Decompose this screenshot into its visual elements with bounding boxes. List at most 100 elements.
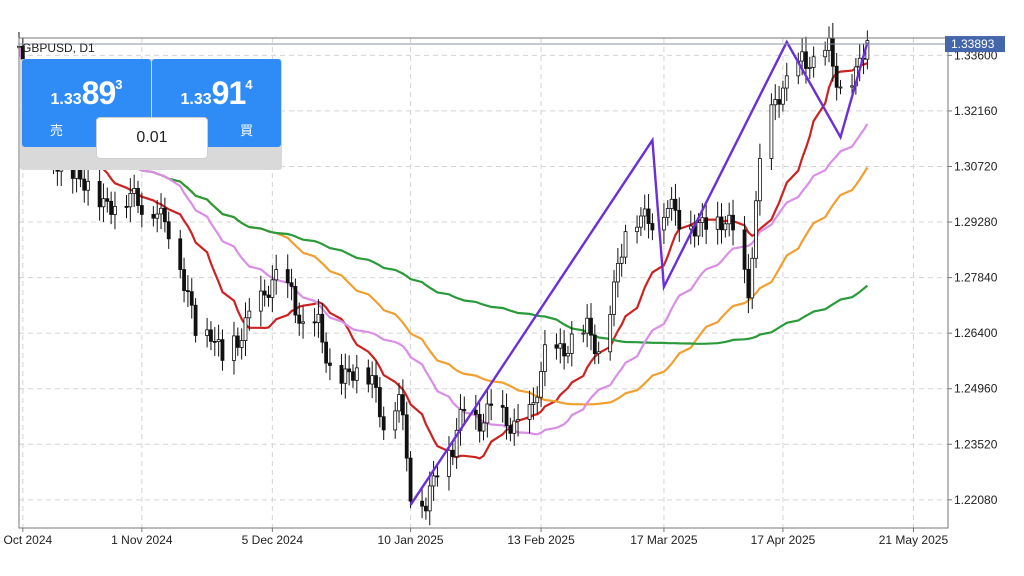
candle-body — [719, 216, 724, 231]
candle-body — [101, 198, 106, 208]
candle-body — [427, 485, 432, 512]
current-price-label: 1.33893 — [951, 37, 995, 51]
candle-body — [366, 367, 371, 385]
candle-body — [431, 475, 436, 487]
x-tick-label: 17 Apr 2025 — [751, 533, 816, 547]
candle-body — [374, 375, 378, 388]
y-tick-label: 1.29280 — [954, 215, 998, 229]
candle-body — [289, 282, 294, 287]
candle-body — [677, 209, 682, 230]
candle-body — [285, 269, 290, 284]
x-tick-label: 17 Mar 2025 — [630, 533, 698, 547]
y-tick-label: 1.27840 — [954, 271, 998, 285]
candle-body — [473, 409, 478, 415]
candle-body — [508, 425, 513, 434]
x-tick-label: 1 Nov 2024 — [111, 533, 173, 547]
candle-body — [297, 314, 302, 324]
candle-body — [777, 99, 781, 105]
x-tick-label: 10 Jan 2025 — [378, 533, 444, 547]
candle-body — [404, 414, 409, 459]
candle-body — [328, 362, 332, 366]
candle-body — [97, 180, 102, 208]
candle-body — [558, 343, 563, 349]
candle-body — [270, 279, 275, 298]
candle-body — [646, 208, 651, 224]
chart-grid — [19, 38, 948, 528]
candle-body — [592, 334, 597, 355]
candle-body — [512, 420, 517, 434]
candle-body — [623, 231, 628, 258]
candle-body — [727, 214, 732, 225]
candle-body — [105, 198, 110, 202]
candle-body — [86, 180, 90, 191]
candle-body — [159, 207, 163, 215]
candle-body — [500, 405, 505, 408]
buy-price: 1.33914 — [180, 75, 253, 111]
sell-button[interactable]: 1.33893 売 — [22, 59, 151, 147]
trendline-zigzag[interactable] — [409, 39, 869, 506]
candle-body — [232, 335, 236, 361]
candle-body — [731, 214, 735, 231]
candle-body — [581, 332, 586, 335]
volume-input[interactable]: 0.01 — [96, 117, 208, 159]
y-tick-label: 1.32160 — [954, 104, 998, 118]
candle-body — [746, 268, 751, 299]
candle-body — [638, 215, 643, 228]
candle-body — [189, 291, 194, 306]
candle-body — [274, 269, 279, 281]
candle-body — [784, 75, 789, 89]
candle-body — [742, 229, 747, 270]
candle-body — [757, 158, 762, 202]
candle-body — [293, 286, 298, 316]
candle-body — [212, 341, 217, 343]
candle-body — [109, 200, 114, 215]
candle-body — [343, 368, 348, 384]
candle-body — [715, 216, 720, 230]
candle-body — [696, 222, 701, 237]
candle-body — [435, 475, 440, 478]
candle-body — [320, 313, 325, 343]
candle-body — [408, 457, 413, 502]
candle-body — [220, 339, 225, 361]
candle-body — [324, 341, 329, 364]
candle-body — [82, 178, 87, 191]
x-tick-label: 5 Dec 2024 — [242, 533, 304, 547]
candle-body — [481, 422, 486, 432]
candle-body — [247, 310, 252, 319]
x-tick-label: 21 May 2025 — [879, 533, 949, 547]
current-price-tag — [945, 36, 1005, 53]
candle-body — [669, 198, 674, 209]
sell-label: 売 — [50, 123, 64, 138]
candle-body — [316, 313, 321, 324]
candle-body — [619, 256, 624, 264]
candle-body — [781, 87, 785, 105]
candle-body — [151, 214, 156, 219]
candle-body — [178, 238, 183, 270]
x-tick-label: 13 Feb 2025 — [507, 533, 575, 547]
y-tick-label: 1.26400 — [954, 326, 998, 340]
candle-body — [447, 449, 451, 477]
candle-body — [243, 317, 248, 341]
candle-body — [754, 200, 758, 259]
moving-average-line — [17, 46, 869, 436]
candle-body — [700, 217, 705, 223]
candle-body — [132, 187, 137, 194]
candle-body — [424, 505, 428, 512]
candle-body — [589, 317, 593, 336]
candle-body — [235, 335, 240, 348]
candle-body — [450, 449, 455, 458]
candle-body — [182, 269, 186, 291]
candle-body — [673, 198, 678, 211]
candle-body — [351, 371, 355, 381]
candle-body — [162, 207, 167, 223]
axes: 1.336001.321601.307201.292801.278401.264… — [0, 36, 1005, 547]
candle-body — [850, 85, 854, 88]
candle-body — [527, 404, 532, 420]
candle-body — [393, 410, 398, 431]
y-tick-label: 1.23520 — [954, 437, 998, 451]
candle-body — [258, 290, 263, 312]
candle-body — [773, 99, 778, 106]
candle-body — [139, 205, 144, 215]
candle-body — [477, 414, 482, 432]
